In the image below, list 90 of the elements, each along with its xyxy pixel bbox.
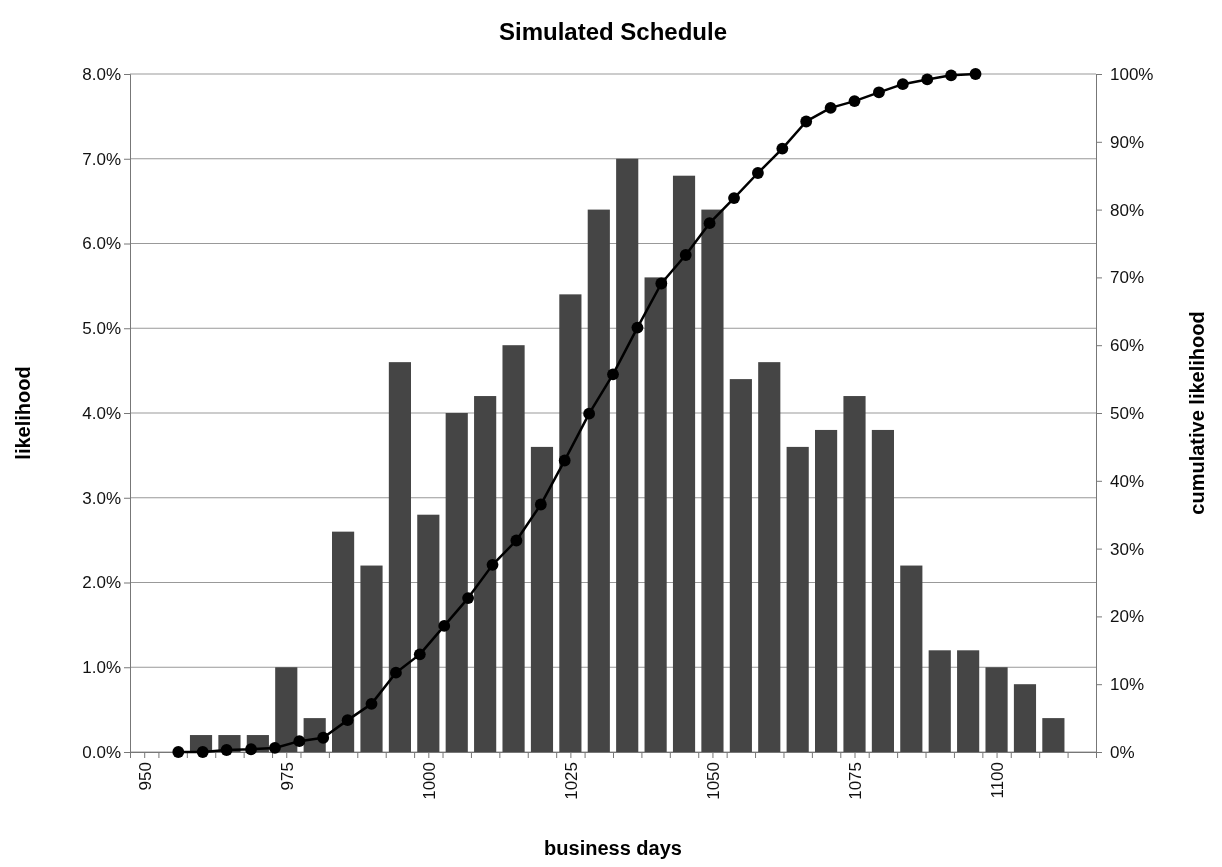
- chart-title: Simulated Schedule: [498, 18, 728, 45]
- y2-tick-label: 100%: [1110, 64, 1154, 84]
- point: [268, 742, 281, 754]
- x-tick-label: 950: [135, 762, 155, 791]
- bar: [332, 531, 355, 752]
- bar: [474, 396, 497, 752]
- point: [776, 142, 789, 155]
- point: [510, 534, 523, 547]
- point: [848, 95, 861, 108]
- bar: [701, 209, 724, 752]
- y-tick-label: 0.0%: [82, 742, 121, 762]
- bar: [587, 209, 610, 752]
- y2-tick-label: 50%: [1110, 403, 1145, 423]
- point: [413, 648, 426, 661]
- y-tick-label: 6.0%: [82, 234, 121, 254]
- point: [945, 69, 958, 82]
- point: [703, 217, 716, 230]
- point: [583, 407, 596, 420]
- point: [534, 498, 547, 511]
- bar: [388, 362, 411, 752]
- point: [341, 714, 354, 727]
- y2-tick-label: 20%: [1110, 607, 1145, 627]
- point: [438, 619, 451, 632]
- x-tick-label: 1075: [845, 762, 865, 800]
- point: [293, 735, 306, 748]
- point: [751, 167, 764, 179]
- y-tick-label: 3.0%: [82, 488, 121, 508]
- point: [558, 454, 571, 467]
- y2-tick-label: 70%: [1110, 268, 1145, 288]
- bar: [786, 446, 809, 752]
- bar: [985, 667, 1008, 752]
- bar: [360, 565, 383, 752]
- point: [486, 558, 499, 571]
- bar: [502, 345, 525, 752]
- y2-tick-label: 40%: [1110, 471, 1145, 491]
- bar: [815, 429, 838, 752]
- x-axis-title: business days: [544, 837, 682, 859]
- point: [655, 277, 668, 290]
- y2-axis-title: cumulative likelihood: [1186, 311, 1208, 515]
- y2-tick-label: 10%: [1110, 675, 1145, 695]
- bar: [957, 650, 980, 752]
- x-tick-label: 1025: [561, 762, 581, 800]
- point: [462, 592, 475, 604]
- y-axis-title: likelihood: [12, 366, 34, 460]
- x-tick-label: 1100: [988, 762, 1008, 799]
- bar: [530, 446, 554, 752]
- bar: [1013, 684, 1037, 752]
- bar: [616, 158, 639, 752]
- bar: [275, 667, 298, 752]
- y2-tick-label: 30%: [1110, 539, 1145, 559]
- point: [896, 78, 909, 91]
- bar: [758, 362, 781, 752]
- bar: [417, 514, 440, 752]
- point: [365, 697, 378, 710]
- point: [607, 368, 619, 381]
- point: [172, 746, 185, 758]
- bar: [729, 379, 752, 752]
- bar: [900, 565, 923, 752]
- y2-tick-label: 60%: [1110, 336, 1145, 356]
- point: [800, 115, 813, 128]
- y-tick-label: 8.0%: [82, 64, 121, 84]
- y-tick-label: 1.0%: [82, 658, 121, 678]
- y-tick-label: 4.0%: [82, 403, 121, 423]
- bar: [559, 294, 582, 752]
- bar: [445, 413, 468, 752]
- bar: [672, 175, 696, 752]
- point: [317, 731, 330, 744]
- x-tick-label: 975: [277, 762, 297, 791]
- point: [969, 68, 982, 80]
- x-tick-label: 1000: [419, 762, 439, 800]
- bar: [843, 396, 866, 752]
- point: [728, 192, 740, 204]
- point: [873, 86, 885, 99]
- bar: [644, 277, 667, 752]
- bar: [928, 650, 951, 752]
- point: [824, 101, 837, 114]
- y2-tick-label: 90%: [1110, 132, 1145, 152]
- point: [921, 73, 934, 86]
- y-tick-label: 2.0%: [82, 573, 121, 593]
- x-tick-label: 1050: [703, 762, 723, 800]
- y-tick-label: 7.0%: [82, 149, 121, 169]
- point: [196, 746, 209, 758]
- y-tick-label: 5.0%: [82, 319, 121, 339]
- bar: [1042, 718, 1065, 752]
- point: [631, 321, 644, 334]
- y2-tick-label: 80%: [1110, 200, 1145, 220]
- bar: [871, 429, 894, 752]
- point: [679, 249, 692, 261]
- point: [390, 666, 402, 679]
- y2-tick-label: 0%: [1110, 742, 1135, 762]
